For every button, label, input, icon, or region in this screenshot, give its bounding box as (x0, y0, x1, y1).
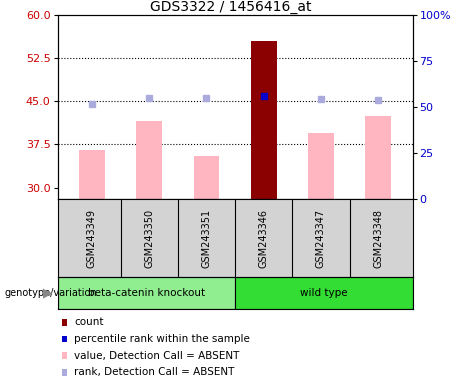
Bar (136, 121, 162, 199)
Text: wild type: wild type (300, 288, 348, 298)
Bar (366, 116, 391, 199)
Text: GSM243350: GSM243350 (144, 209, 154, 268)
Text: GSM243347: GSM243347 (316, 209, 326, 268)
Bar (235, 277, 413, 309)
Bar (58, 277, 235, 309)
Text: rank, Detection Call = ABSENT: rank, Detection Call = ABSENT (74, 367, 234, 377)
Text: genotype/variation: genotype/variation (5, 288, 97, 298)
Bar (79, 150, 105, 199)
Text: beta-catenin knockout: beta-catenin knockout (88, 288, 205, 298)
Bar (251, 41, 277, 199)
Text: ▶: ▶ (43, 286, 53, 300)
Text: GSM243346: GSM243346 (259, 209, 269, 268)
Text: count: count (74, 317, 103, 327)
Bar (308, 133, 334, 199)
Text: GSM243349: GSM243349 (87, 209, 97, 268)
Text: GDS3322 / 1456416_at: GDS3322 / 1456416_at (150, 0, 311, 15)
Bar (194, 156, 219, 199)
Text: percentile rank within the sample: percentile rank within the sample (74, 334, 250, 344)
Text: GSM243348: GSM243348 (373, 209, 383, 268)
Text: GSM243351: GSM243351 (201, 209, 212, 268)
Text: value, Detection Call = ABSENT: value, Detection Call = ABSENT (74, 351, 239, 361)
